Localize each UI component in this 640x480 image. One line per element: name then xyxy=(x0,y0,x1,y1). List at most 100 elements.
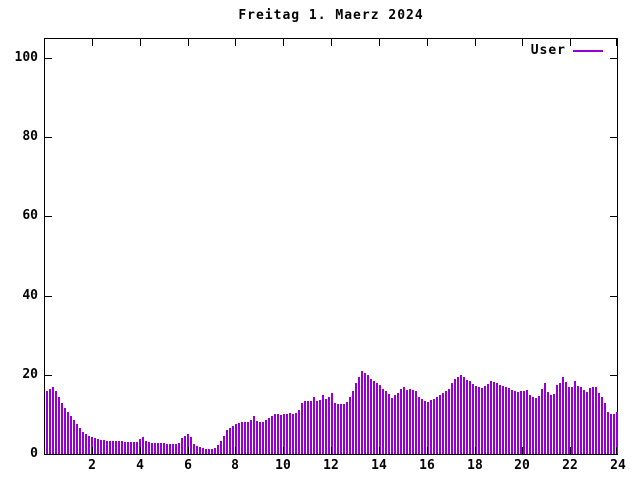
bar xyxy=(469,381,471,454)
bar xyxy=(466,380,468,454)
bar xyxy=(232,426,234,454)
bar xyxy=(397,393,399,454)
bar xyxy=(349,397,351,454)
bar xyxy=(157,443,159,454)
y-axis-label: 80 xyxy=(22,129,38,144)
bar xyxy=(559,383,561,454)
bar xyxy=(250,420,252,454)
legend-line-sample xyxy=(573,50,603,52)
x-tick xyxy=(235,447,236,454)
bar xyxy=(517,392,519,454)
bar xyxy=(589,388,591,454)
x-axis-label: 12 xyxy=(323,458,339,473)
bar xyxy=(178,443,180,454)
y-axis-label: 20 xyxy=(22,367,38,382)
bar xyxy=(448,389,450,454)
x-tick xyxy=(522,39,523,46)
bar xyxy=(463,377,465,454)
bar xyxy=(166,444,168,454)
bar xyxy=(379,385,381,454)
y-tick xyxy=(45,296,52,297)
bar xyxy=(508,388,510,454)
y-tick xyxy=(610,296,617,297)
x-axis-label: 4 xyxy=(136,458,144,473)
bar xyxy=(193,444,195,454)
x-tick xyxy=(235,39,236,46)
x-tick xyxy=(570,447,571,454)
plot-area: User xyxy=(44,38,618,455)
bar xyxy=(343,404,345,454)
bar xyxy=(550,395,552,454)
bar xyxy=(295,413,297,454)
x-tick xyxy=(331,447,332,454)
bar xyxy=(211,449,213,454)
bar xyxy=(310,401,312,454)
x-tick xyxy=(475,39,476,46)
bar xyxy=(85,434,87,454)
bar xyxy=(409,389,411,454)
bar xyxy=(529,395,531,454)
bar xyxy=(184,436,186,454)
x-axis-label: 6 xyxy=(184,458,192,473)
bar xyxy=(478,387,480,454)
bar xyxy=(406,390,408,454)
bar xyxy=(598,393,600,454)
bar xyxy=(532,397,534,454)
x-tick xyxy=(331,39,332,46)
y-tick xyxy=(610,216,617,217)
bar xyxy=(514,391,516,454)
bar xyxy=(604,403,606,454)
bar xyxy=(175,444,177,454)
bar xyxy=(262,422,264,454)
bar xyxy=(370,379,372,454)
legend: User xyxy=(531,44,603,58)
bar xyxy=(373,381,375,454)
bar xyxy=(76,424,78,454)
bar xyxy=(487,384,489,454)
bar xyxy=(526,390,528,454)
bar xyxy=(256,421,258,454)
bar xyxy=(565,382,567,454)
bar xyxy=(412,390,414,454)
bar xyxy=(361,371,363,454)
bar xyxy=(454,379,456,454)
bar xyxy=(400,389,402,454)
bar xyxy=(523,391,525,454)
bar xyxy=(316,401,318,454)
bar xyxy=(139,439,141,454)
bar xyxy=(475,386,477,454)
bar xyxy=(583,390,585,454)
y-axis-label: 60 xyxy=(22,208,38,223)
bar xyxy=(208,449,210,454)
bar xyxy=(253,416,255,454)
bar xyxy=(121,441,123,454)
bar xyxy=(457,377,459,454)
bar xyxy=(235,424,237,454)
bar xyxy=(562,377,564,454)
y-tick xyxy=(45,454,52,455)
chart-title: Freitag 1. Maerz 2024 xyxy=(238,8,424,23)
legend-series-label: User xyxy=(530,43,566,58)
bar xyxy=(205,449,207,454)
bar xyxy=(136,442,138,454)
bar xyxy=(214,448,216,454)
bar xyxy=(52,387,54,454)
bar xyxy=(607,412,609,454)
bar xyxy=(388,394,390,454)
bar xyxy=(286,414,288,454)
y-axis-label: 40 xyxy=(22,288,38,303)
bar xyxy=(568,387,570,454)
bar xyxy=(280,415,282,454)
bar xyxy=(301,403,303,454)
bar xyxy=(358,377,360,454)
y-axis-label: 100 xyxy=(14,50,38,65)
bar xyxy=(325,399,327,454)
bar xyxy=(496,383,498,454)
bar xyxy=(283,414,285,454)
x-tick xyxy=(379,39,380,46)
bar xyxy=(418,397,420,454)
bar xyxy=(574,381,576,454)
bar xyxy=(472,384,474,454)
bar xyxy=(217,445,219,454)
